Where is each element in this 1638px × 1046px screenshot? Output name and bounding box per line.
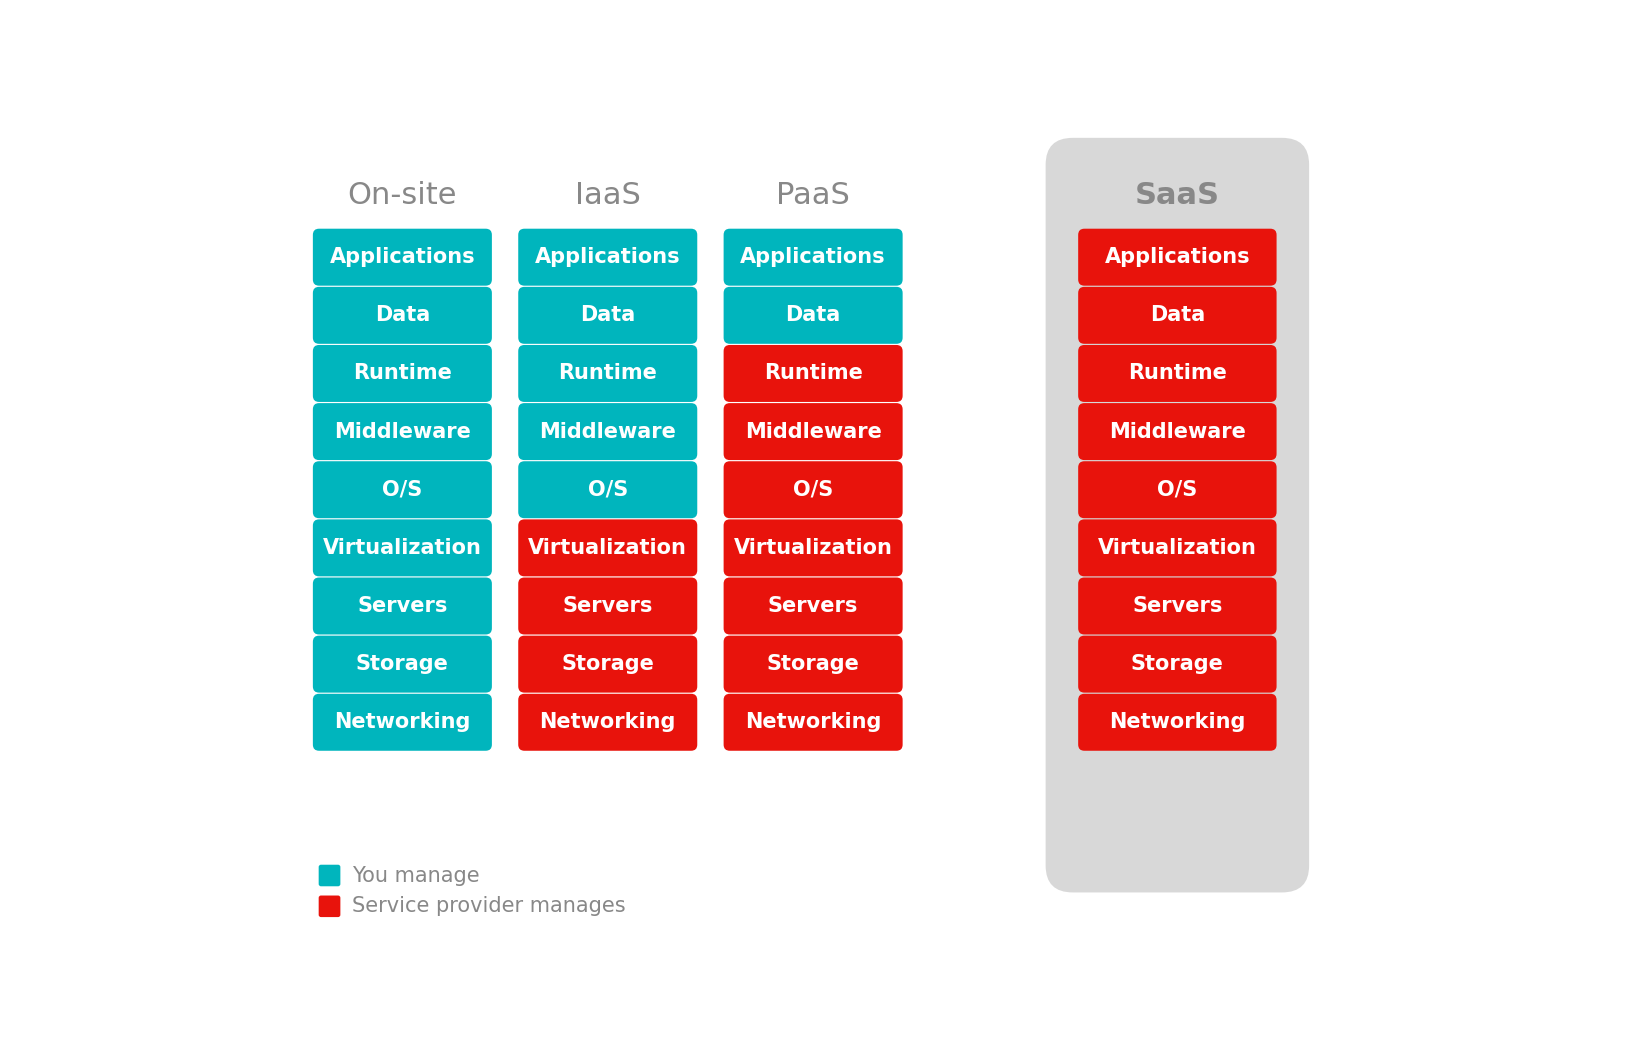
Text: SaaS: SaaS bbox=[1135, 181, 1220, 210]
Text: Middleware: Middleware bbox=[745, 422, 881, 441]
Text: Runtime: Runtime bbox=[763, 363, 863, 384]
Text: Runtime: Runtime bbox=[559, 363, 657, 384]
Text: Applications: Applications bbox=[536, 247, 680, 267]
Text: Servers: Servers bbox=[562, 596, 654, 616]
Text: Virtualization: Virtualization bbox=[734, 538, 893, 558]
Text: Storage: Storage bbox=[562, 654, 654, 674]
FancyBboxPatch shape bbox=[313, 229, 491, 286]
FancyBboxPatch shape bbox=[313, 403, 491, 460]
Text: Data: Data bbox=[786, 305, 840, 325]
FancyBboxPatch shape bbox=[313, 693, 491, 751]
Text: PaaS: PaaS bbox=[776, 181, 850, 210]
FancyBboxPatch shape bbox=[518, 229, 698, 286]
Text: O/S: O/S bbox=[1158, 480, 1197, 500]
Text: O/S: O/S bbox=[382, 480, 423, 500]
FancyBboxPatch shape bbox=[1045, 138, 1309, 892]
Text: Networking: Networking bbox=[539, 712, 676, 732]
FancyBboxPatch shape bbox=[1078, 693, 1276, 751]
FancyBboxPatch shape bbox=[724, 287, 903, 344]
FancyBboxPatch shape bbox=[724, 229, 903, 286]
Text: Applications: Applications bbox=[1104, 247, 1250, 267]
FancyBboxPatch shape bbox=[724, 693, 903, 751]
Text: Servers: Servers bbox=[357, 596, 447, 616]
FancyBboxPatch shape bbox=[518, 520, 698, 576]
FancyBboxPatch shape bbox=[724, 636, 903, 692]
FancyBboxPatch shape bbox=[1078, 520, 1276, 576]
Text: Virtualization: Virtualization bbox=[529, 538, 688, 558]
FancyBboxPatch shape bbox=[313, 577, 491, 635]
Text: Data: Data bbox=[580, 305, 636, 325]
Text: Applications: Applications bbox=[329, 247, 475, 267]
Text: Runtime: Runtime bbox=[1129, 363, 1227, 384]
FancyBboxPatch shape bbox=[313, 636, 491, 692]
FancyBboxPatch shape bbox=[724, 403, 903, 460]
Text: Data: Data bbox=[1150, 305, 1206, 325]
FancyBboxPatch shape bbox=[1078, 461, 1276, 518]
Text: On-site: On-site bbox=[347, 181, 457, 210]
Text: Middleware: Middleware bbox=[1109, 422, 1247, 441]
Text: Storage: Storage bbox=[355, 654, 449, 674]
Text: Middleware: Middleware bbox=[334, 422, 470, 441]
Text: Networking: Networking bbox=[1109, 712, 1245, 732]
Text: Virtualization: Virtualization bbox=[1097, 538, 1256, 558]
Text: Runtime: Runtime bbox=[352, 363, 452, 384]
Text: Networking: Networking bbox=[745, 712, 881, 732]
Text: Storage: Storage bbox=[767, 654, 860, 674]
FancyBboxPatch shape bbox=[724, 345, 903, 402]
Text: IaaS: IaaS bbox=[575, 181, 640, 210]
FancyBboxPatch shape bbox=[518, 693, 698, 751]
FancyBboxPatch shape bbox=[518, 287, 698, 344]
FancyBboxPatch shape bbox=[319, 865, 341, 886]
Text: Servers: Servers bbox=[1132, 596, 1222, 616]
FancyBboxPatch shape bbox=[518, 577, 698, 635]
Text: Data: Data bbox=[375, 305, 431, 325]
FancyBboxPatch shape bbox=[724, 520, 903, 576]
Text: Storage: Storage bbox=[1130, 654, 1224, 674]
FancyBboxPatch shape bbox=[313, 520, 491, 576]
Text: Applications: Applications bbox=[740, 247, 886, 267]
FancyBboxPatch shape bbox=[518, 461, 698, 518]
FancyBboxPatch shape bbox=[1078, 636, 1276, 692]
Text: Networking: Networking bbox=[334, 712, 470, 732]
FancyBboxPatch shape bbox=[724, 461, 903, 518]
FancyBboxPatch shape bbox=[1078, 403, 1276, 460]
Text: Middleware: Middleware bbox=[539, 422, 676, 441]
FancyBboxPatch shape bbox=[1078, 577, 1276, 635]
FancyBboxPatch shape bbox=[518, 403, 698, 460]
Text: Servers: Servers bbox=[768, 596, 858, 616]
FancyBboxPatch shape bbox=[724, 577, 903, 635]
FancyBboxPatch shape bbox=[518, 636, 698, 692]
FancyBboxPatch shape bbox=[518, 345, 698, 402]
FancyBboxPatch shape bbox=[313, 461, 491, 518]
Text: O/S: O/S bbox=[588, 480, 627, 500]
FancyBboxPatch shape bbox=[313, 345, 491, 402]
Text: Service provider manages: Service provider manages bbox=[352, 896, 626, 916]
FancyBboxPatch shape bbox=[1078, 229, 1276, 286]
FancyBboxPatch shape bbox=[313, 287, 491, 344]
FancyBboxPatch shape bbox=[1078, 287, 1276, 344]
Text: You manage: You manage bbox=[352, 865, 480, 886]
Text: Virtualization: Virtualization bbox=[323, 538, 482, 558]
FancyBboxPatch shape bbox=[1078, 345, 1276, 402]
FancyBboxPatch shape bbox=[319, 895, 341, 917]
Text: O/S: O/S bbox=[793, 480, 834, 500]
